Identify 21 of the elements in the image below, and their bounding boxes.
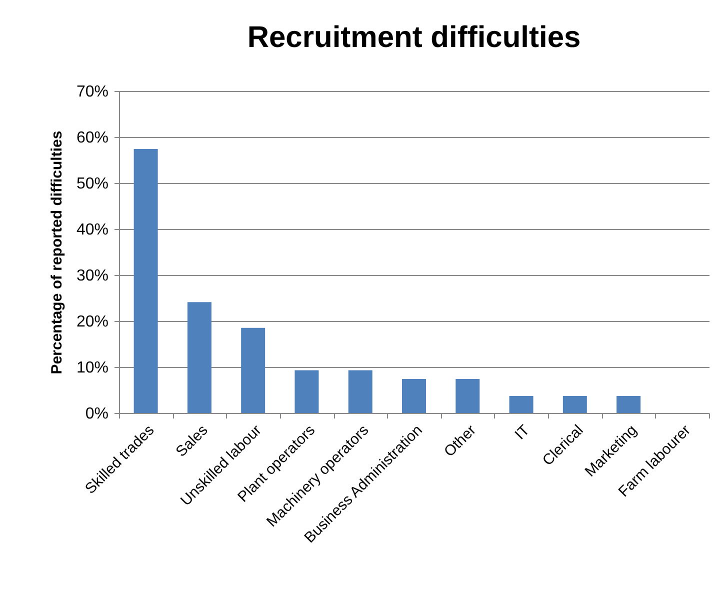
- bar: [294, 370, 319, 413]
- y-axis-title: Percentage of reported difficulties: [48, 130, 66, 374]
- y-tick-label: 10%: [76, 360, 108, 376]
- x-tick-label: IT: [512, 422, 534, 444]
- bar: [509, 396, 534, 413]
- y-tick-label: 60%: [76, 130, 108, 146]
- y-tick-label: 20%: [76, 314, 108, 330]
- y-tick-label: 0%: [85, 406, 108, 422]
- chart-title: Recruitment difficulties: [247, 21, 581, 54]
- y-tick-label: 40%: [76, 222, 108, 238]
- bar: [134, 148, 158, 413]
- bar: [348, 370, 372, 413]
- y-tick-label: 70%: [76, 84, 108, 100]
- bar: [456, 378, 480, 413]
- bar: [402, 378, 426, 413]
- bar: [187, 302, 212, 413]
- y-tick-label: 50%: [76, 176, 108, 192]
- y-tick-label: 30%: [76, 268, 108, 284]
- bar: [616, 396, 641, 413]
- bar: [241, 328, 266, 413]
- bar: [562, 396, 587, 413]
